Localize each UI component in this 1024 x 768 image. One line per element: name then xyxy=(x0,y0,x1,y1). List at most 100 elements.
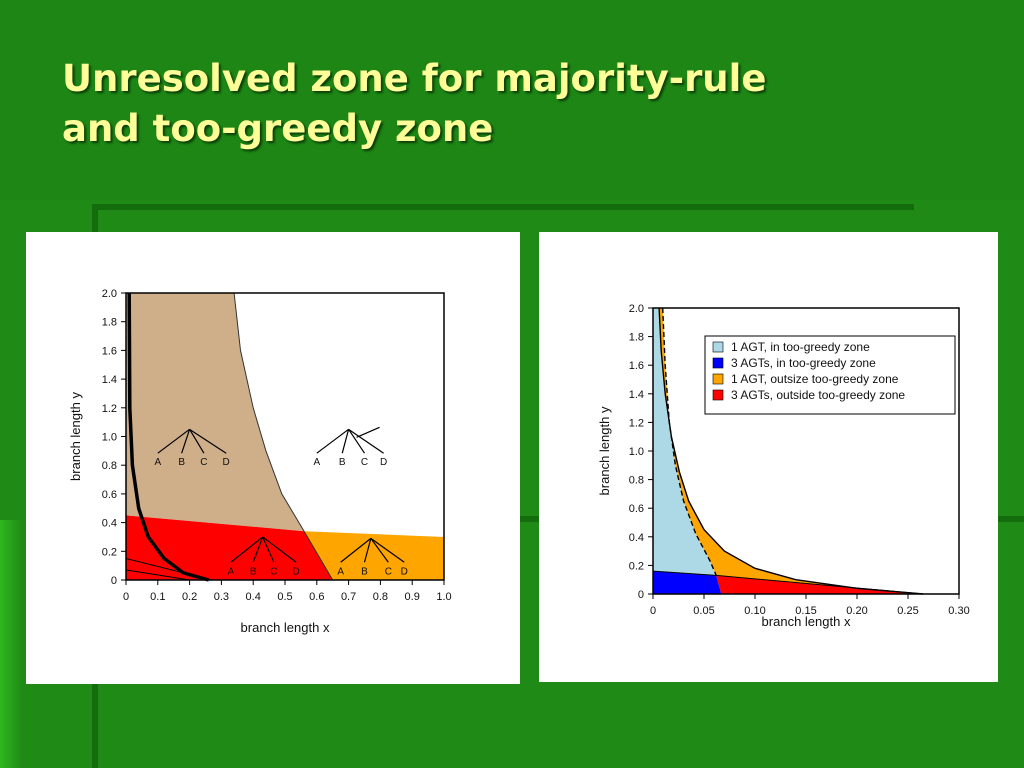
tree-leaf-label: C xyxy=(385,566,392,577)
legend-label: 3 AGTs, outside too-greedy zone xyxy=(731,388,905,402)
tree-branch xyxy=(157,428,190,454)
tree-branch xyxy=(189,428,227,454)
x-tick-label: 0.10 xyxy=(744,605,765,617)
y-tick-label: 2.0 xyxy=(102,288,117,300)
legend-label: 1 AGT, in too-greedy zone xyxy=(731,340,870,354)
x-tick-label: 0.6 xyxy=(309,591,324,603)
x-tick-label: 0.8 xyxy=(373,591,388,603)
red-region xyxy=(126,515,333,580)
orange-region xyxy=(304,531,444,580)
y-tick-label: 0.6 xyxy=(629,503,644,515)
left-chart-panel: A B C D A B C D A B C D A B C D 0 0.1 0.2 0.3 0.4 0.5 0.6 0.7 0.… xyxy=(26,232,520,684)
lower-boundary-line xyxy=(652,570,924,595)
tree-branch xyxy=(348,428,365,454)
plot-frame xyxy=(652,307,960,595)
tree-leaf-label: B xyxy=(339,457,346,468)
slide-title: Unresolved zone for majority-rule and to… xyxy=(62,54,962,154)
legend-swatch xyxy=(712,341,724,353)
x-axis-label: branch length x xyxy=(241,620,330,635)
y-tick-label: 1.4 xyxy=(629,389,644,401)
legend-label: 1 AGT, outsize too-greedy zone xyxy=(731,372,899,386)
x-tick-label: 0.9 xyxy=(405,591,420,603)
x-tick-label: 1.0 xyxy=(436,591,451,603)
x-tick-label: 0.5 xyxy=(277,591,292,603)
y-axis-label: branch length y xyxy=(68,392,83,481)
outer-curve xyxy=(658,307,924,595)
tree-leaf-label: C xyxy=(270,566,277,577)
x-tick-label: 0.15 xyxy=(795,605,816,617)
too-greedy-chart: 1 AGT, in too-greedy zone 3 AGTs, in too-… xyxy=(597,303,970,629)
tree-leaf-label: A xyxy=(228,566,235,577)
tree-branch xyxy=(370,538,389,563)
legend-label: 3 AGTs, in too-greedy zone xyxy=(731,356,876,370)
tree-branch xyxy=(348,428,384,454)
decorative-line-top xyxy=(96,204,914,210)
legend-box xyxy=(704,335,956,415)
x-tick-label: 0.1 xyxy=(150,591,165,603)
tree-leaf-label: D xyxy=(380,457,387,468)
tree-branch xyxy=(189,429,205,454)
x-tick-label: 0.05 xyxy=(693,605,714,617)
tree-branch xyxy=(363,538,372,563)
tree-leaf-label: B xyxy=(250,566,257,577)
tree-leaf-label: B xyxy=(361,566,368,577)
x-tick-label: 0.4 xyxy=(246,591,261,603)
y-tick-label: 2.0 xyxy=(629,303,644,315)
tree-branch xyxy=(370,537,405,563)
tan-region xyxy=(126,293,305,532)
x-tick-label: 0.20 xyxy=(846,605,867,617)
tree-leaf-label: A xyxy=(337,566,344,577)
tree-branch xyxy=(316,428,349,454)
plot-frame xyxy=(125,292,445,581)
tree-leaf-label: B xyxy=(178,457,185,468)
tree-branch xyxy=(230,536,264,563)
x-tick-label: 0 xyxy=(650,605,656,617)
y-tick-label: 1.0 xyxy=(629,446,644,458)
legend-swatch xyxy=(712,373,724,385)
tree-branch xyxy=(262,536,275,563)
orange-red-divider xyxy=(303,530,334,581)
right-chart-panel: 1 AGT, in too-greedy zone 3 AGTs, in too-… xyxy=(539,232,998,682)
slide-title-line-2: and too-greedy zone xyxy=(62,107,494,150)
slide-title-line-1: Unresolved zone for majority-rule xyxy=(62,57,767,100)
y-tick-label: 0.2 xyxy=(629,560,644,572)
thin-boundary-line xyxy=(125,569,190,581)
y-tick-label: 0.8 xyxy=(629,475,644,487)
tree-branch xyxy=(252,536,264,563)
y-tick-label: 0.4 xyxy=(102,518,117,530)
tree-branch xyxy=(340,537,372,563)
tree-branch xyxy=(356,426,380,438)
tree-leaf-label: A xyxy=(313,457,320,468)
y-tick-label: 1.8 xyxy=(629,332,644,344)
y-tick-label: 0.2 xyxy=(102,546,117,558)
majority-rule-chart: A B C D A B C DA B C D A B C D0 0.1 0.2 0.3 0.4 0.5 0.6 0.7 0.… xyxy=(68,288,452,635)
x-tick-label: 0.30 xyxy=(948,605,969,617)
tree-leaf-label: D xyxy=(401,566,408,577)
y-tick-label: 1.0 xyxy=(102,432,117,444)
tree-leaf-label: A xyxy=(154,457,161,468)
bold-curve xyxy=(127,292,210,582)
blue-region xyxy=(653,571,722,594)
legend-swatch xyxy=(712,357,724,369)
y-tick-label: 1.8 xyxy=(102,317,117,329)
y-tick-label: 1.6 xyxy=(102,345,117,357)
x-axis-label: branch length x xyxy=(762,614,851,629)
dashed-curve xyxy=(662,307,717,576)
tree-leaf-label: C xyxy=(200,457,207,468)
y-tick-label: 0 xyxy=(111,575,117,587)
x-tick-label: 0.7 xyxy=(341,591,356,603)
tree-branch xyxy=(341,429,350,454)
x-tick-label: 0.3 xyxy=(214,591,229,603)
light-blue-region xyxy=(653,308,717,576)
title-band xyxy=(0,0,1024,200)
y-tick-label: 1.2 xyxy=(629,417,644,429)
y-axis-label: branch length y xyxy=(597,406,612,495)
x-tick-label: 0.2 xyxy=(182,591,197,603)
tree-leaf-label: D xyxy=(223,457,230,468)
y-tick-label: 0.4 xyxy=(629,532,644,544)
y-tick-label: 1.4 xyxy=(102,374,117,386)
y-tick-label: 1.2 xyxy=(102,403,117,415)
legend-swatch xyxy=(712,389,724,401)
y-tick-label: 0.8 xyxy=(102,460,117,472)
tree-leaf-label: C xyxy=(361,457,368,468)
